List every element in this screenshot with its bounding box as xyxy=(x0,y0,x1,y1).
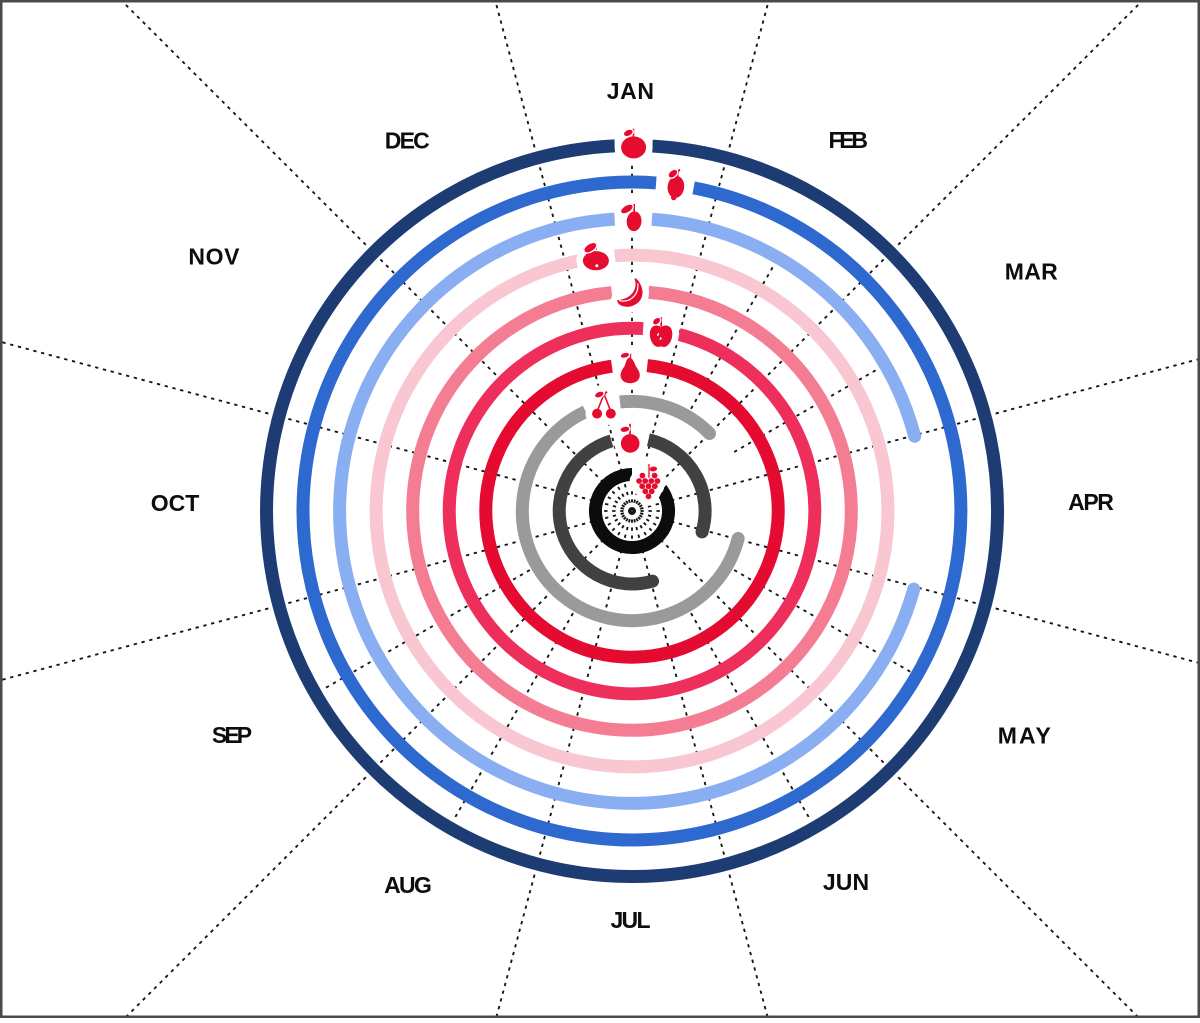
svg-text:APR: APR xyxy=(1068,489,1114,515)
svg-text:OCT: OCT xyxy=(151,490,200,516)
svg-text:MAY: MAY xyxy=(998,723,1051,749)
svg-text:FEB: FEB xyxy=(828,127,868,153)
svg-text:SEP: SEP xyxy=(212,722,252,748)
svg-text:DEC: DEC xyxy=(385,128,430,154)
svg-text:AUG: AUG xyxy=(384,872,432,898)
svg-text:JUL: JUL xyxy=(611,907,651,933)
svg-text:MAR: MAR xyxy=(1005,259,1058,285)
svg-text:JAN: JAN xyxy=(607,78,654,104)
svg-text:NOV: NOV xyxy=(188,244,240,270)
svg-text:JUN: JUN xyxy=(823,869,869,895)
